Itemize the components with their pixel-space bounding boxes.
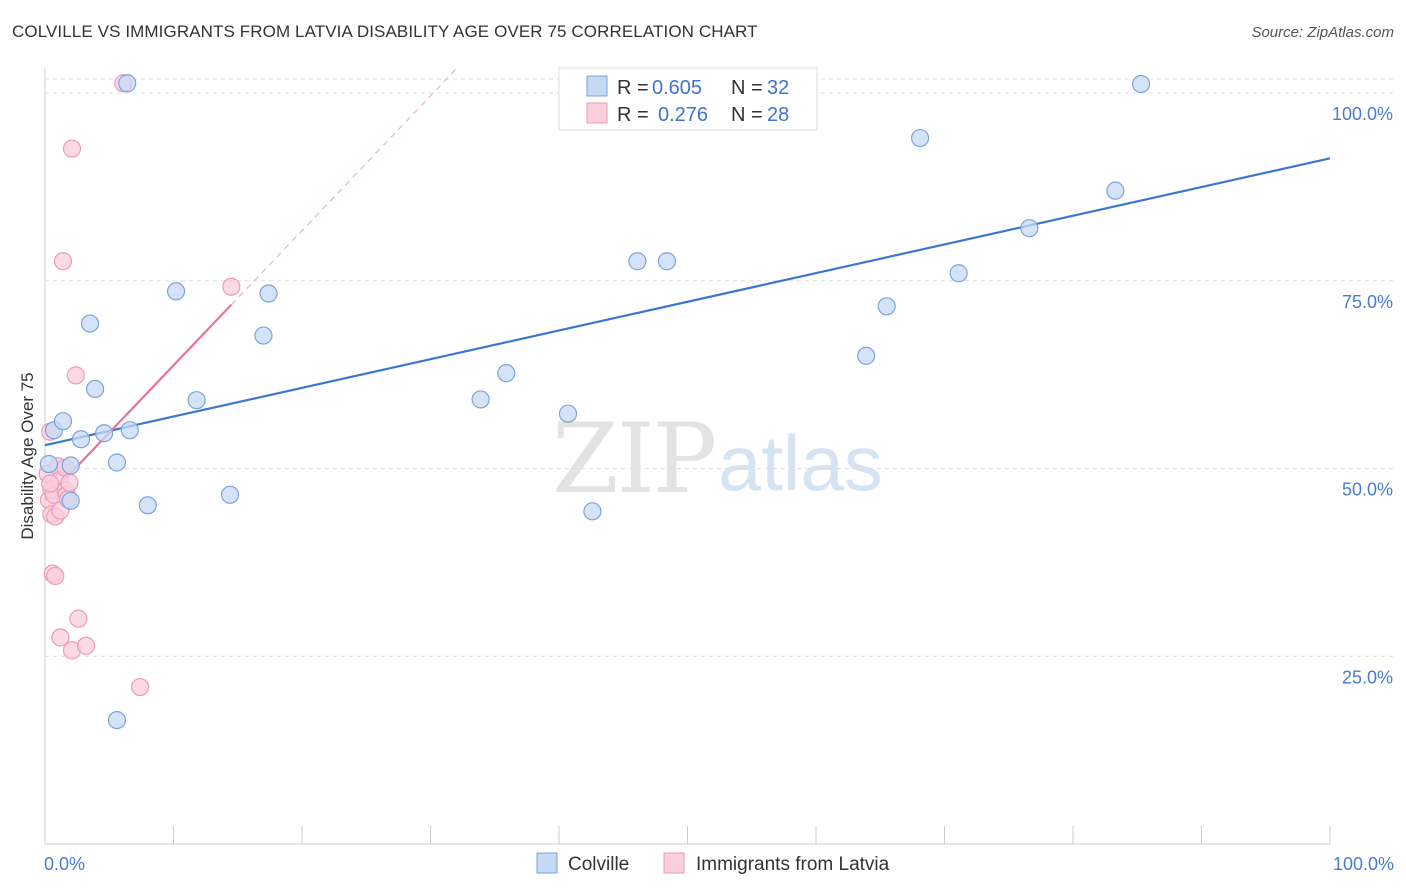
point-latvia	[53, 252, 73, 271]
point-colville	[39, 454, 58, 474]
point-colville	[1106, 181, 1125, 200]
y-tick-label: 100.0%	[1332, 104, 1393, 124]
point-latvia	[60, 473, 79, 492]
point-latvia	[46, 566, 65, 586]
series-legend-label-colville: Colville	[568, 854, 629, 875]
point-colville	[61, 456, 80, 475]
trend-extension-latvia	[230, 68, 457, 306]
point-colville	[118, 74, 137, 93]
gridlines	[45, 78, 1393, 657]
point-latvia	[51, 628, 70, 647]
series-legend-label-latvia: Immigrants from Latvia	[696, 854, 890, 875]
legend-n-value-1: 32	[767, 77, 789, 99]
point-colville	[187, 391, 206, 410]
point-latvia	[41, 474, 60, 493]
point-colville	[166, 282, 186, 301]
point-colville	[259, 284, 278, 303]
chart-title: COLVILLE VS IMMIGRANTS FROM LATVIA DISAB…	[12, 22, 758, 41]
series-legend-swatch-latvia	[663, 852, 685, 874]
x-axis-ticks	[44, 826, 1331, 844]
point-colville	[910, 128, 930, 148]
point-latvia	[69, 609, 88, 628]
point-latvia	[77, 636, 96, 655]
legend-r-value-1: 0.605	[652, 77, 702, 99]
x-tick-label-min: 0.0%	[44, 854, 85, 874]
point-colville	[220, 485, 240, 504]
stats-legend: R = 0.605 N = 32 R = 0.276 N = 28	[558, 67, 818, 131]
legend-n-value-2: 28	[767, 104, 789, 126]
scatter-points	[38, 74, 1151, 730]
point-latvia	[222, 277, 241, 296]
y-axis-tick-labels: 25.0% 50.0% 75.0% 100.0%	[1332, 104, 1393, 687]
legend-n-label-2: N =	[731, 104, 763, 126]
y-tick-label: 75.0%	[1342, 292, 1393, 312]
point-colville	[120, 421, 139, 440]
series-legend-swatch-colville	[536, 852, 558, 874]
point-colville	[657, 252, 677, 271]
point-colville	[558, 404, 578, 423]
legend-swatch-colville	[586, 75, 608, 97]
point-colville	[857, 346, 876, 365]
point-colville	[80, 314, 100, 333]
x-tick-label-max: 100.0%	[1333, 854, 1394, 874]
point-colville	[1020, 219, 1039, 238]
point-colville	[877, 297, 896, 316]
point-colville	[497, 364, 516, 383]
point-colville	[1132, 74, 1151, 94]
legend-r-value-2: 0.276	[658, 104, 708, 126]
watermark-zip: ZIP	[552, 403, 715, 515]
point-colville	[71, 430, 91, 449]
point-colville	[583, 502, 602, 521]
point-latvia	[62, 139, 82, 158]
y-tick-label: 50.0%	[1342, 480, 1393, 500]
point-colville	[628, 252, 647, 271]
point-latvia	[66, 366, 85, 385]
point-colville	[471, 390, 490, 409]
y-axis-title: Disability Age Over 75	[18, 372, 37, 539]
point-colville	[254, 326, 273, 345]
series-legend: Colville Immigrants from Latvia	[536, 852, 890, 875]
point-colville	[138, 496, 157, 515]
legend-swatch-latvia	[586, 102, 608, 124]
legend-r-label-1: R =	[617, 77, 649, 99]
point-colville	[86, 379, 105, 399]
point-colville	[949, 264, 968, 283]
point-colville	[53, 412, 73, 431]
legend-n-label-1: N =	[731, 77, 763, 99]
y-tick-label: 25.0%	[1342, 667, 1393, 687]
legend-r-label-2: R =	[617, 104, 649, 126]
source-credit: Source: ZipAtlas.com	[1251, 24, 1394, 41]
point-colville	[95, 424, 114, 443]
point-colville	[61, 491, 80, 510]
watermark-atlas: atlas	[718, 419, 883, 507]
point-latvia	[130, 677, 150, 697]
point-colville	[107, 453, 127, 472]
point-colville	[107, 710, 127, 730]
trend-line-colville	[44, 157, 1331, 447]
